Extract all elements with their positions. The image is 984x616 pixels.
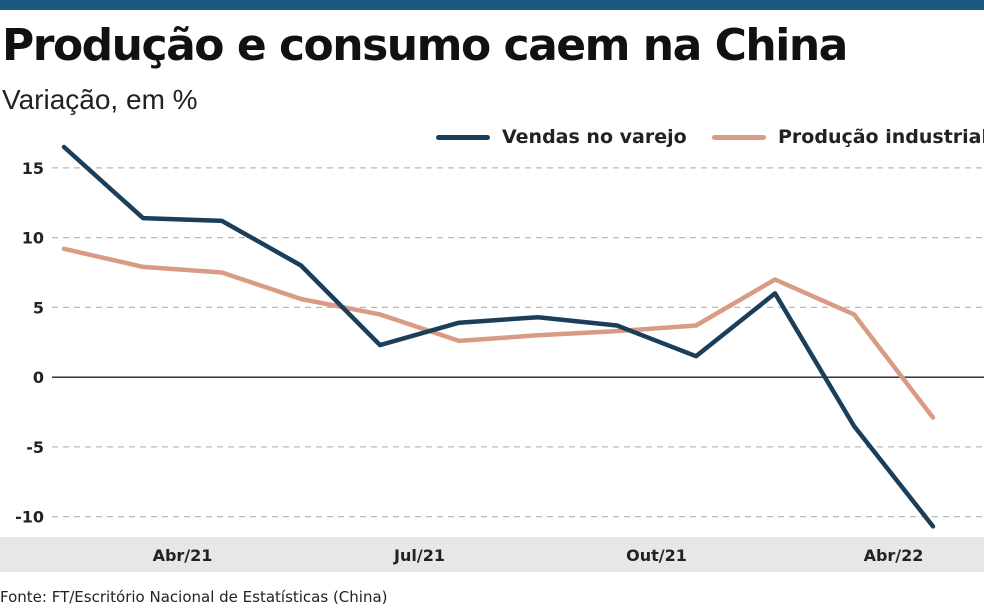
chart-subtitle: Variação, em %: [2, 84, 198, 115]
chart-title: Produção e consumo caem na China: [2, 20, 848, 71]
legend-swatch-producao: [712, 134, 766, 140]
y-tick-label: -10: [15, 508, 44, 527]
y-tick-label: 0: [33, 368, 44, 387]
series-lines: [61, 144, 936, 529]
legend-item-vendas: Vendas no varejo: [436, 124, 687, 150]
x-tick-label: Jul/21: [393, 546, 445, 565]
legend-swatch-vendas: [436, 134, 490, 140]
gridlines: [52, 167, 984, 518]
x-tick-label: Abr/22: [864, 546, 924, 565]
legend-label-vendas: Vendas no varejo: [502, 126, 687, 148]
y-tick-label: -5: [26, 438, 44, 457]
legend-label-producao: Produção industrial: [778, 126, 984, 148]
y-tick-label: 15: [22, 159, 44, 178]
legend-item-producao: Produção industrial: [712, 124, 984, 150]
top-accent-bar: [0, 0, 984, 10]
x-axis-band: [0, 537, 984, 572]
x-tick-label: Out/21: [626, 546, 687, 565]
series-line-producao: [61, 246, 936, 420]
x-tick-label: Abr/21: [153, 546, 213, 565]
y-axis-tick-labels: 15 10 5 0 -5 -10: [15, 159, 44, 527]
source-note: Fonte: FT/Escritório Nacional de Estatís…: [0, 588, 388, 606]
y-tick-label: 5: [33, 298, 44, 317]
x-axis-tick-labels: Abr/21 Jul/21 Out/21 Abr/22: [153, 546, 924, 565]
y-tick-label: 10: [22, 229, 44, 248]
series-line-vendas: [61, 144, 936, 529]
